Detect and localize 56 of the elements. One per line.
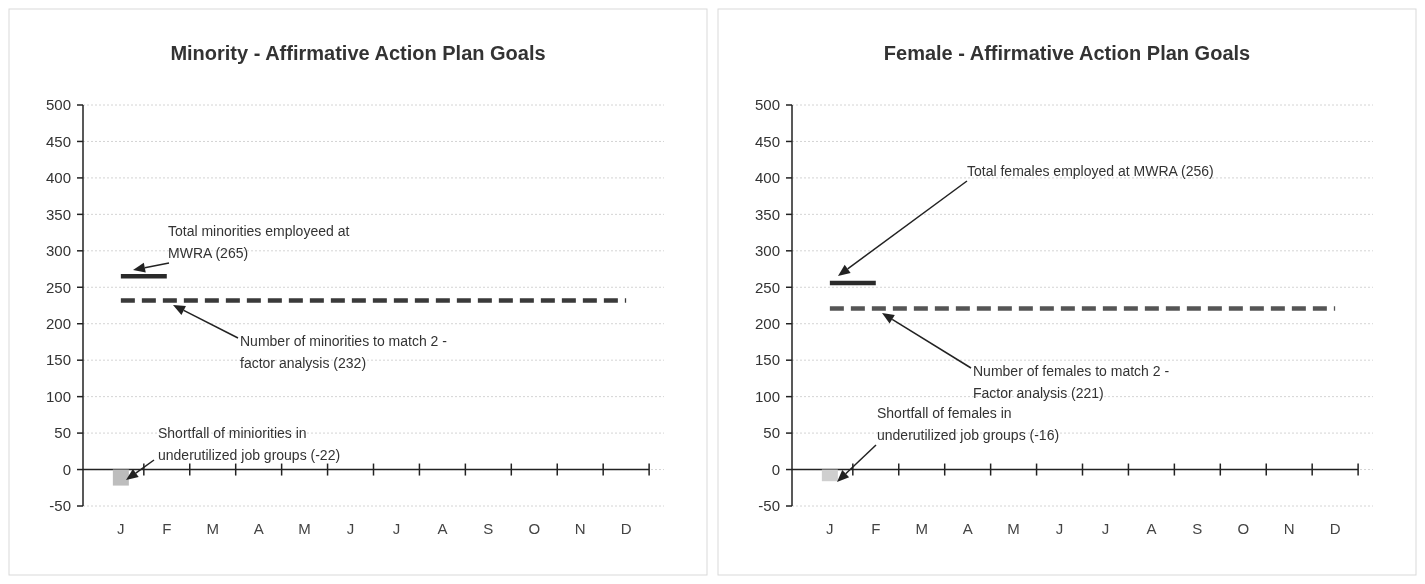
- x-tick-label: F: [871, 520, 881, 537]
- x-tick-label: A: [253, 520, 264, 537]
- y-tick-label: 50: [763, 424, 780, 442]
- annotation: Total minorities employeed at MWRA (265): [168, 223, 350, 261]
- x-tick-label: J: [392, 520, 401, 537]
- y-tick-label: 500: [754, 96, 780, 114]
- x-tick-label: M: [298, 520, 311, 537]
- x-tick-label: S: [483, 520, 494, 537]
- y-tick-label: 100: [754, 387, 780, 405]
- y-tick-label: 450: [45, 132, 71, 150]
- y-tick-label: 0: [62, 460, 71, 478]
- x-tick-label: M: [915, 520, 928, 537]
- x-tick-label: A: [437, 520, 448, 537]
- x-tick-label: A: [962, 520, 973, 537]
- y-tick-label: 150: [45, 351, 71, 369]
- x-tick-label: J: [826, 520, 834, 537]
- x-tick-label: F: [162, 520, 172, 537]
- x-tick-label: A: [1146, 520, 1157, 537]
- y-tick-label: 450: [754, 132, 780, 150]
- chart-title: Minority - Affirmative Action Plan Goals: [170, 42, 546, 64]
- chart-title: Female - Affirmative Action Plan Goals: [883, 42, 1251, 64]
- y-tick-label: -50: [49, 497, 71, 515]
- y-tick-label: 0: [771, 460, 780, 478]
- y-tick-label: 400: [754, 169, 780, 187]
- x-tick-label: N: [574, 520, 586, 537]
- y-tick-label: 200: [45, 314, 71, 332]
- y-tick-label: 200: [754, 314, 780, 332]
- y-tick-label: 400: [45, 169, 71, 187]
- y-tick-label: 500: [45, 96, 71, 114]
- y-tick-label: 50: [54, 424, 71, 442]
- annotation: Shortfall of females in underutilized job groups (-16): [877, 405, 1060, 443]
- x-tick-label: M: [1007, 520, 1020, 537]
- x-tick-label: J: [346, 520, 355, 537]
- x-tick-label: O: [1237, 520, 1250, 537]
- y-tick-label: 350: [754, 205, 780, 223]
- y-tick-label: 350: [45, 205, 71, 223]
- y-tick-label: 100: [45, 387, 71, 405]
- x-tick-label: J: [117, 520, 125, 537]
- y-tick-label: 250: [754, 278, 780, 296]
- x-tick-label: N: [1283, 520, 1295, 537]
- x-tick-label: D: [1329, 520, 1341, 537]
- x-tick-label: M: [206, 520, 219, 537]
- x-tick-label: J: [1101, 520, 1110, 537]
- x-tick-label: S: [1192, 520, 1203, 537]
- x-tick-label: O: [528, 520, 541, 537]
- annotation: Total females employed at MWRA (256): [967, 163, 1214, 179]
- annotation: Number of females to match 2 - Factor analysis (221): [973, 363, 1170, 401]
- y-tick-label: -50: [758, 497, 780, 515]
- y-tick-label: 300: [754, 242, 780, 260]
- x-tick-label: J: [1055, 520, 1064, 537]
- y-tick-label: 250: [45, 278, 71, 296]
- y-tick-label: 150: [754, 351, 780, 369]
- annotation: Shortfall of miniorities in underutilized job groups (-22): [158, 425, 341, 463]
- y-tick-label: 300: [45, 242, 71, 260]
- annotation: Number of minorities to match 2 - factor analysis (232): [240, 333, 448, 371]
- x-tick-label: D: [620, 520, 632, 537]
